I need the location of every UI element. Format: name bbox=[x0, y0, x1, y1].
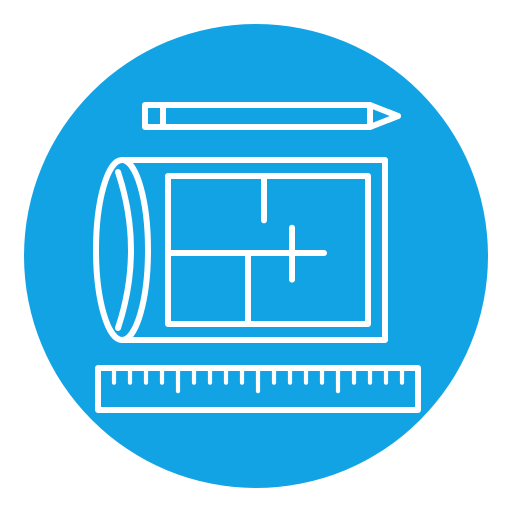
icon-container bbox=[0, 0, 512, 512]
blueprint-icon bbox=[0, 0, 512, 512]
